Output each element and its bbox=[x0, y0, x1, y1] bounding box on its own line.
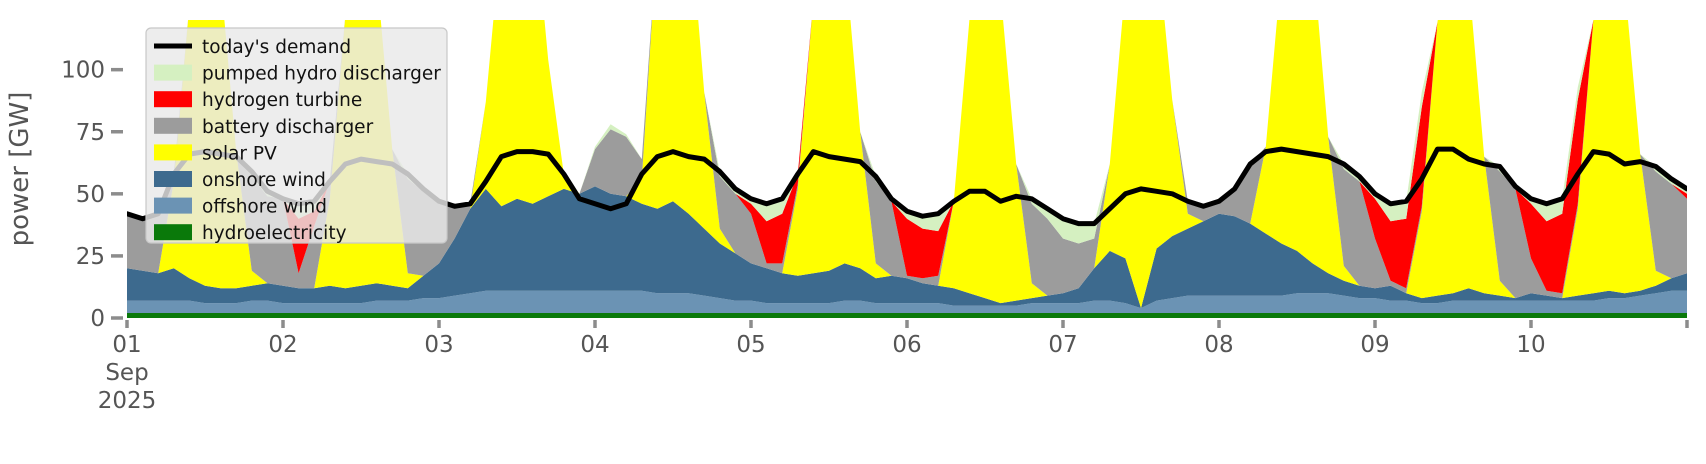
x-tick-label: 10 bbox=[1516, 332, 1545, 358]
x-tick-label: 03 bbox=[424, 332, 453, 358]
y-tick-label: 25 bbox=[76, 244, 105, 270]
area-offshore-wind bbox=[127, 290, 1687, 313]
legend-swatch-offshore-wind bbox=[154, 197, 192, 214]
x-tick-label: 02 bbox=[268, 332, 297, 358]
legend-swatch-solar-PV bbox=[154, 144, 192, 161]
legend-label: onshore wind bbox=[202, 170, 326, 191]
legend-swatch-battery-discharger bbox=[154, 117, 192, 134]
legend-label: pumped hydro discharger bbox=[202, 64, 441, 85]
x-month-label: Sep bbox=[105, 360, 148, 386]
legend-label: offshore wind bbox=[202, 197, 327, 218]
x-tick-label: 09 bbox=[1360, 332, 1389, 358]
area-hydroelectricity bbox=[127, 313, 1687, 318]
legend-label: battery discharger bbox=[202, 117, 374, 138]
area-hydrogen-turbine bbox=[127, 20, 1687, 294]
area-onshore-wind bbox=[127, 186, 1687, 309]
y-tick-label: 100 bbox=[61, 58, 105, 84]
legend-swatch-pumped-hydro-discharger bbox=[154, 64, 192, 81]
x-tick-label: 05 bbox=[736, 332, 765, 358]
x-tick-label: 06 bbox=[892, 332, 921, 358]
area-battery-discharger bbox=[127, 20, 1687, 299]
x-tick-label: 08 bbox=[1204, 332, 1233, 358]
legend-box bbox=[145, 27, 448, 244]
legend-label: hydroelectricity bbox=[202, 223, 347, 244]
legend-swatch-onshore-wind bbox=[154, 171, 192, 187]
legend-swatch-hydroelectricity bbox=[154, 224, 192, 241]
legend-label: solar PV bbox=[202, 143, 277, 164]
y-tick-label: 0 bbox=[90, 306, 105, 332]
area-solar-PV bbox=[127, 20, 1687, 309]
legend-swatch-hydrogen-turbine bbox=[154, 91, 192, 108]
x-tick-label: 01 bbox=[112, 332, 141, 358]
legend-label: today's demand bbox=[202, 37, 351, 58]
y-tick-label: 75 bbox=[76, 120, 105, 146]
x-tick-label: 07 bbox=[1048, 332, 1077, 358]
y-axis-label: power [GW] bbox=[5, 92, 35, 247]
x-year-label: 2025 bbox=[98, 388, 157, 414]
y-tick-label: 50 bbox=[76, 182, 105, 208]
x-tick-label: 04 bbox=[580, 332, 609, 358]
legend-label: hydrogen turbine bbox=[202, 90, 362, 111]
